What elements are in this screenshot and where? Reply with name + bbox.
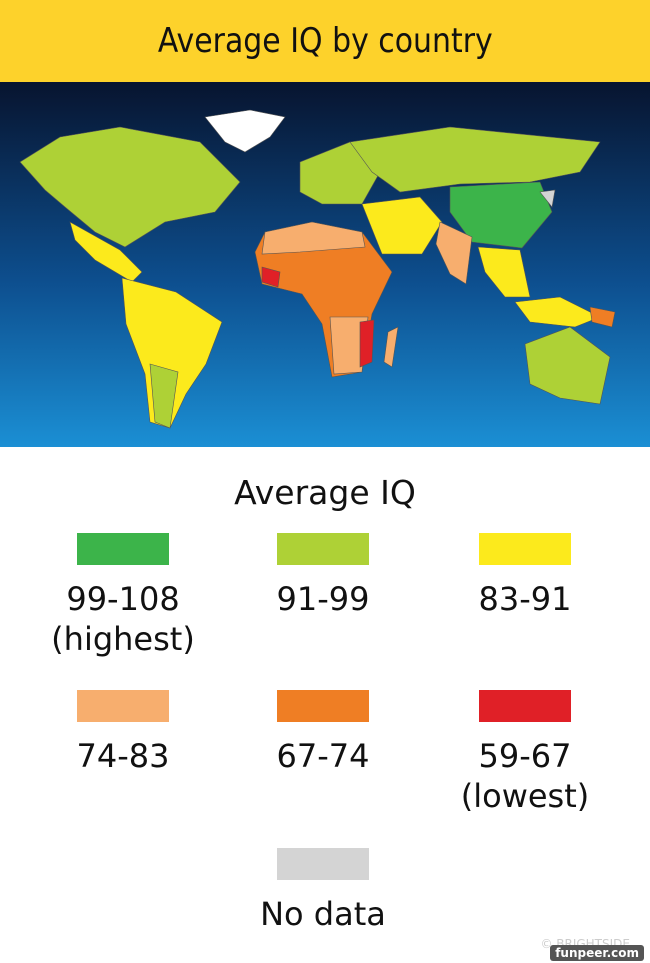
legend-swatch xyxy=(77,690,169,722)
legend-swatch xyxy=(277,690,369,722)
header: Average IQ by country xyxy=(0,0,650,82)
legend-range: 83-91 xyxy=(478,580,572,618)
legend-range: 67-74 xyxy=(276,737,370,775)
legend-range: 59-67 xyxy=(478,737,572,775)
legend-swatch xyxy=(277,533,369,565)
legend-swatch xyxy=(479,690,571,722)
legend-swatch xyxy=(479,533,571,565)
legend-range: 74-83 xyxy=(76,737,170,775)
legend-title: Average IQ xyxy=(234,473,416,512)
title: Average IQ by country xyxy=(157,21,493,61)
legend-swatch xyxy=(277,848,369,880)
legend-note: (highest) xyxy=(51,620,195,658)
legend-swatch xyxy=(77,533,169,565)
legend: Average IQ © BRIGHTSIDE funpeer.com 99-1… xyxy=(0,447,650,963)
world-map xyxy=(0,82,650,447)
legend-range: 91-99 xyxy=(276,580,370,618)
legend-note: (lowest) xyxy=(460,777,590,815)
legend-range: 99-108 xyxy=(66,580,180,618)
site-watermark: funpeer.com xyxy=(550,945,644,961)
legend-range: No data xyxy=(260,895,386,933)
